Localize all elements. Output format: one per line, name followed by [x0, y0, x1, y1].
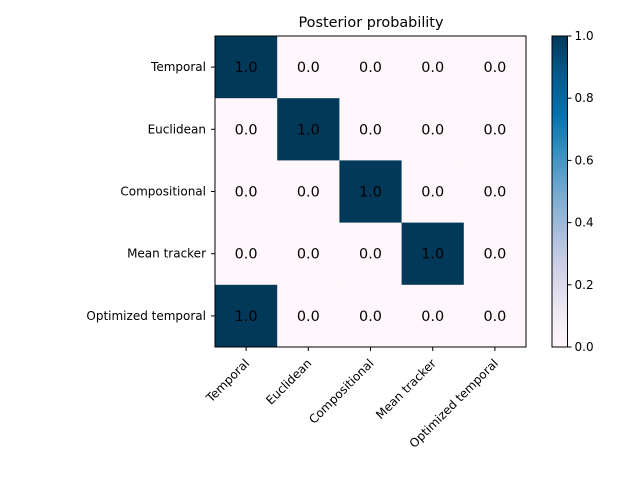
- cell-label: 1.0: [359, 185, 382, 201]
- cell-label: 0.0: [359, 247, 382, 263]
- heatmap-cell: [463, 222, 527, 286]
- cell-label: 0.0: [483, 185, 506, 201]
- colorbar-tick-label: 0.0: [575, 340, 594, 354]
- heatmap-cell: [401, 36, 465, 99]
- cell-label: 0.0: [359, 309, 382, 325]
- cell-label: 0.0: [297, 185, 320, 201]
- heatmap-cell: [463, 98, 527, 161]
- cell-label: 0.0: [483, 60, 506, 76]
- heatmap-cell: [401, 222, 465, 286]
- cell-label: 0.0: [421, 60, 444, 76]
- y-tick-label: Euclidean: [148, 122, 206, 136]
- y-tick-label: Optimized temporal: [86, 309, 206, 323]
- colorbar-tick-label: 1.0: [575, 29, 594, 43]
- heatmap-cell: [401, 160, 465, 224]
- heatmap-cell: [215, 36, 278, 99]
- cell-label: 0.0: [483, 247, 506, 263]
- cell-label: 0.0: [235, 247, 258, 263]
- colorbar-gradient: [551, 35, 568, 348]
- cell-label: 0.0: [483, 122, 506, 138]
- heatmap-cell: [215, 98, 278, 161]
- y-tick-label: Mean tracker: [127, 247, 206, 261]
- heatmap-cell: [339, 98, 403, 161]
- heatmap-cell: [277, 36, 340, 99]
- cell-label: 1.0: [235, 60, 258, 76]
- heatmap-cell: [463, 284, 527, 348]
- cell-label: 0.0: [421, 185, 444, 201]
- cell-label: 0.0: [359, 60, 382, 76]
- heatmap-cell: [215, 284, 278, 348]
- cell-label: 0.0: [297, 247, 320, 263]
- chart-title: Posterior probability: [299, 15, 444, 31]
- heatmap-cell: [277, 284, 340, 348]
- cell-label: 0.0: [359, 122, 382, 138]
- heatmap-cell: [401, 98, 465, 161]
- colorbar-tick-label: 0.8: [575, 91, 594, 105]
- heatmap-cell: [463, 36, 527, 99]
- cell-label: 0.0: [421, 122, 444, 138]
- cell-label: 0.0: [235, 185, 258, 201]
- heatmap-cell: [339, 284, 403, 348]
- heatmap-cell: [463, 160, 527, 224]
- cell-label: 0.0: [235, 122, 258, 138]
- cell-label: 0.0: [297, 60, 320, 76]
- heatmap-cell: [339, 222, 403, 286]
- cell-label: 1.0: [421, 247, 444, 263]
- cell-label: 0.0: [421, 309, 444, 325]
- row-labels: Temporal Euclidean Compositional Mean track…: [86, 60, 215, 323]
- heatmap-cell: [277, 222, 340, 286]
- heatmap-cell: [277, 98, 340, 161]
- heatmap-grid: 1.0 0.0 0.0 0.0 0.0 0.0 1.0 0.0 0.0 0.0 0.0 0.0 1.0 0…: [214, 35, 527, 348]
- heatmap-cell: [339, 36, 403, 99]
- colorbar-tick-label: 0.6: [575, 153, 594, 167]
- cell-label: 1.0: [297, 122, 320, 138]
- colorbar: 0.0 0.2 0.4 0.6 0.8 1.0: [551, 29, 594, 354]
- y-tick-label: Compositional: [120, 185, 206, 199]
- y-tick-label: Temporal: [150, 60, 206, 74]
- heatmap-cell: [339, 160, 403, 224]
- colorbar-tick-label: 0.2: [575, 278, 594, 292]
- heatmap-cell: [215, 222, 278, 286]
- heatmap-cell: [215, 160, 278, 224]
- cell-label: 0.0: [297, 309, 320, 325]
- cell-label: 1.0: [235, 309, 258, 325]
- colorbar-tick-label: 0.4: [575, 216, 594, 230]
- cell-label: 0.0: [483, 309, 506, 325]
- heatmap-cell: [401, 284, 465, 348]
- heatmap-cell: [277, 160, 340, 224]
